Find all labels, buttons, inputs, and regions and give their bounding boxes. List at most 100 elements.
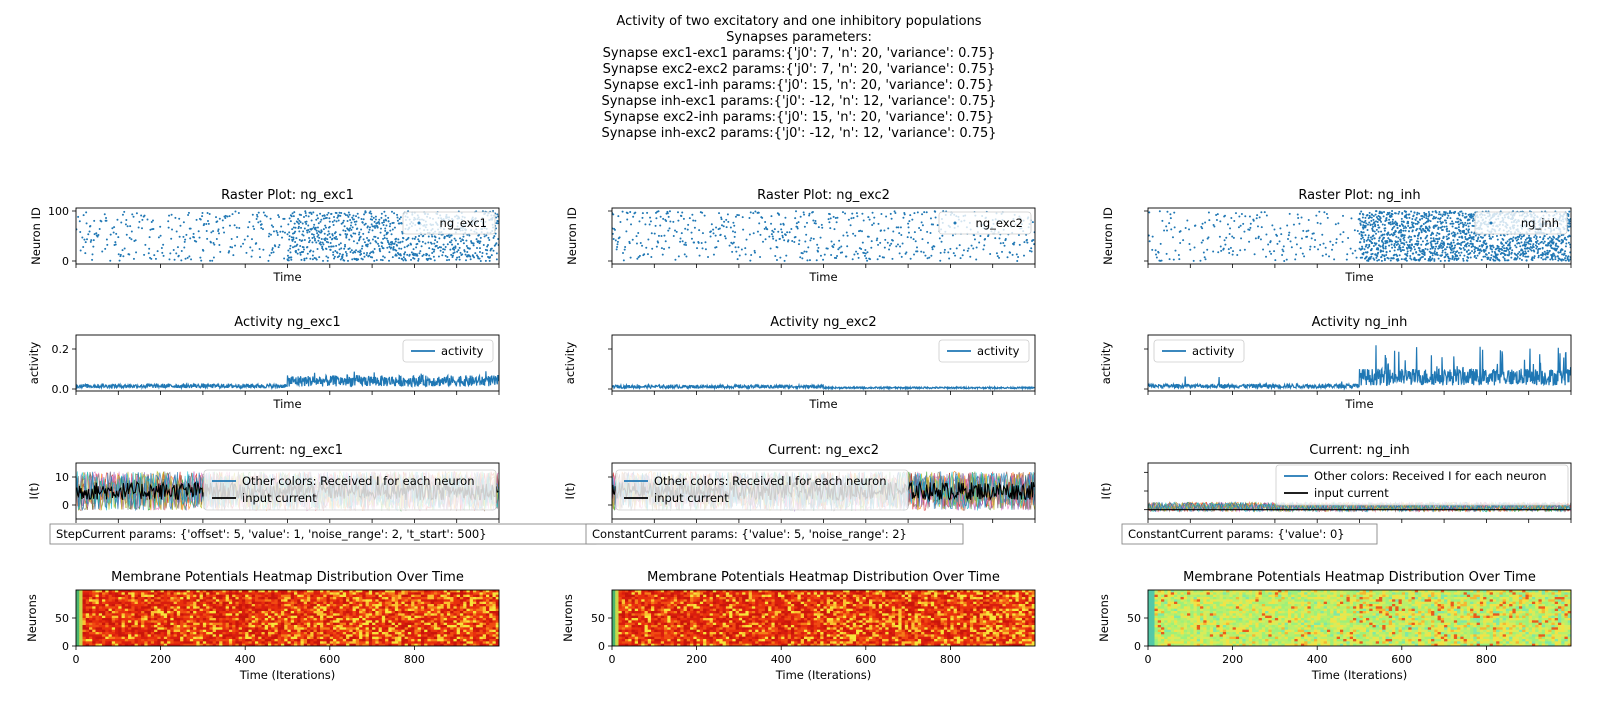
spike-point: [1363, 248, 1366, 251]
legend-box: [1275, 464, 1569, 506]
heatmap-cell: [147, 643, 152, 646]
spike-point: [780, 228, 783, 231]
spike-point: [1409, 255, 1412, 258]
heatmap-cell: [121, 622, 126, 626]
spike-point: [81, 236, 84, 239]
spike-point: [91, 258, 94, 261]
spike-point: [1399, 248, 1402, 251]
spike-point: [341, 253, 344, 256]
heatmap-cell: [76, 632, 80, 635]
heatmap-cell: [167, 604, 171, 607]
spike-point: [135, 212, 138, 215]
spike-point: [385, 237, 388, 240]
spike-point: [769, 247, 772, 250]
heatmap-cell: [76, 606, 80, 610]
spike-point: [381, 242, 384, 245]
subplot-grid: Raster Plot: ng_exc1ng_exc10100TimeNeuro…: [25, 188, 1572, 682]
spike-point: [362, 218, 365, 221]
heatmap-cell: [108, 620, 113, 624]
spike-point: [1429, 251, 1432, 254]
heatmap-cell: [186, 622, 191, 626]
spike-point: [394, 240, 397, 243]
heatmap-cell: [108, 601, 113, 605]
spike-point: [1457, 226, 1460, 229]
heatmap-cell: [141, 613, 145, 617]
spike-point: [1486, 245, 1489, 248]
spike-point: [389, 229, 392, 232]
spike-point: [327, 241, 330, 244]
heatmap-cell: [199, 639, 204, 642]
heatmap-cell: [180, 629, 184, 633]
spike-point: [778, 237, 781, 240]
heatmap-cell: [147, 592, 152, 596]
heatmap-cell: [82, 604, 87, 607]
spike-point: [808, 214, 811, 217]
spike-point: [272, 225, 275, 228]
spike-point: [270, 224, 273, 227]
spike-point: [416, 242, 419, 245]
heatmap-cell: [163, 604, 168, 607]
heatmap-cell: [141, 597, 145, 600]
spike-point: [764, 226, 767, 229]
spike-point: [1423, 211, 1426, 214]
spike-point: [357, 250, 360, 253]
spike-point: [899, 226, 902, 229]
spike-point: [1522, 250, 1525, 253]
spike-point: [396, 219, 399, 222]
spike-point: [1370, 255, 1373, 258]
spike-point: [120, 221, 123, 224]
heatmap-cell: [79, 597, 83, 600]
spike-point: [710, 223, 713, 226]
spike-point: [844, 212, 847, 215]
spike-point: [657, 234, 660, 237]
heatmap-cell: [92, 601, 97, 605]
legend-label: Other colors: Received I for each neuron: [1314, 469, 1546, 483]
subplot-title: Activity ng_exc2: [770, 315, 876, 330]
spike-point: [959, 257, 962, 260]
spike-point: [352, 232, 355, 235]
heatmap-cell: [160, 618, 165, 621]
spike-point: [795, 222, 798, 225]
spike-point: [291, 246, 294, 249]
heatmap-cell: [102, 620, 106, 624]
heatmap-cell: [167, 615, 171, 619]
heatmap-cell: [189, 613, 194, 617]
heatmap-cell: [95, 634, 100, 638]
spike-point: [302, 246, 305, 249]
spike-point: [655, 217, 658, 220]
spike-point: [1465, 228, 1468, 231]
spike-point: [1490, 254, 1493, 257]
spike-point: [369, 242, 372, 245]
spike-point: [395, 237, 398, 240]
heatmap-cell: [147, 601, 152, 605]
spike-point: [783, 259, 786, 262]
spike-point: [162, 243, 165, 246]
spike-point: [297, 225, 300, 228]
heatmap-cell: [98, 613, 103, 617]
spike-point: [1520, 259, 1523, 262]
spike-point: [1446, 212, 1449, 215]
spike-point: [646, 211, 649, 214]
spike-point: [1362, 231, 1365, 234]
spike-point: [147, 252, 150, 255]
spike-point: [1208, 219, 1211, 222]
heatmap-cell: [154, 620, 158, 624]
heatmap-cell: [137, 604, 142, 607]
spike-point: [1231, 253, 1234, 256]
spike-point: [973, 238, 976, 241]
spike-point: [271, 247, 274, 250]
spike-point: [1387, 232, 1390, 235]
spike-point: [1527, 242, 1530, 245]
spike-point: [416, 254, 419, 257]
spike-point: [720, 218, 723, 221]
spike-point: [1440, 239, 1443, 242]
spike-point: [316, 226, 319, 229]
heatmap-cell: [170, 604, 175, 607]
heatmap-cell: [150, 634, 155, 638]
spike-point: [233, 224, 236, 227]
y-tick-label: 0.0: [52, 383, 70, 396]
spike-point: [1414, 218, 1417, 221]
spike-point: [1237, 226, 1240, 229]
spike-point: [1463, 254, 1466, 257]
spike-point: [1451, 244, 1454, 247]
